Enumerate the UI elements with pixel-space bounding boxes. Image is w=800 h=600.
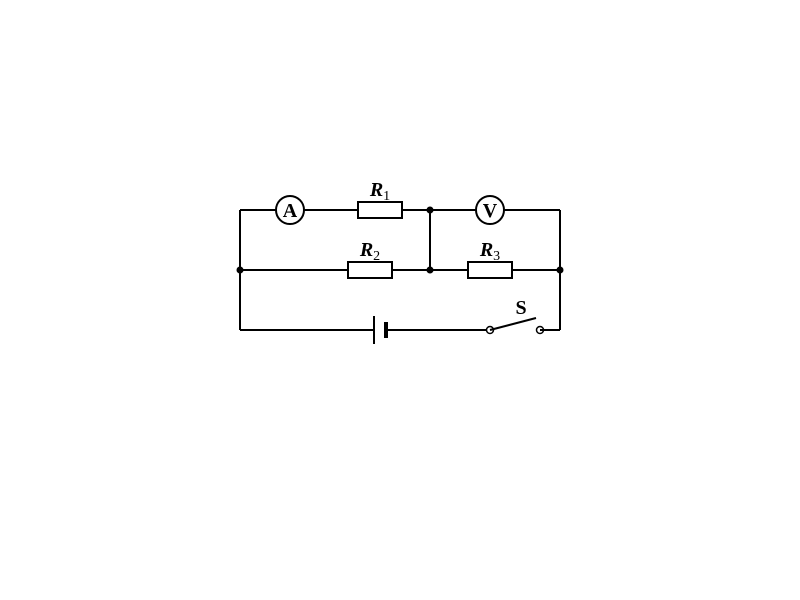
svg-text:S: S (515, 297, 526, 319)
svg-text:R1: R1 (369, 179, 390, 204)
svg-text:R2: R2 (359, 239, 380, 264)
svg-text:A: A (283, 200, 298, 222)
svg-text:V: V (483, 200, 498, 222)
svg-text:R3: R3 (479, 239, 500, 264)
